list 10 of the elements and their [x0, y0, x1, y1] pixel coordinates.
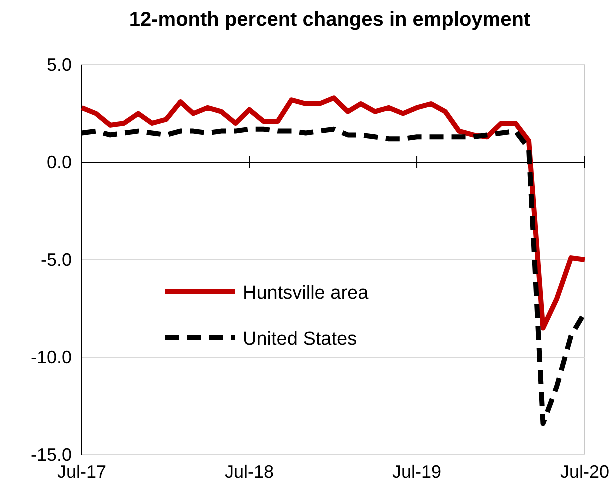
legend-label: United States — [243, 329, 358, 350]
y-tick-label: 0.0 — [46, 152, 72, 172]
x-tick-label: Jul-19 — [392, 462, 442, 482]
chart-title: 12-month percent changes in employment — [129, 9, 531, 31]
x-tick-label: Jul-18 — [225, 462, 274, 482]
legend-label: Huntsville area — [243, 283, 370, 304]
x-tick-label: Jul-20 — [560, 462, 610, 482]
y-tick-label: 5.0 — [46, 54, 72, 75]
y-tick-label: -5.0 — [40, 250, 72, 270]
y-tick-label: -10.0 — [30, 347, 72, 368]
